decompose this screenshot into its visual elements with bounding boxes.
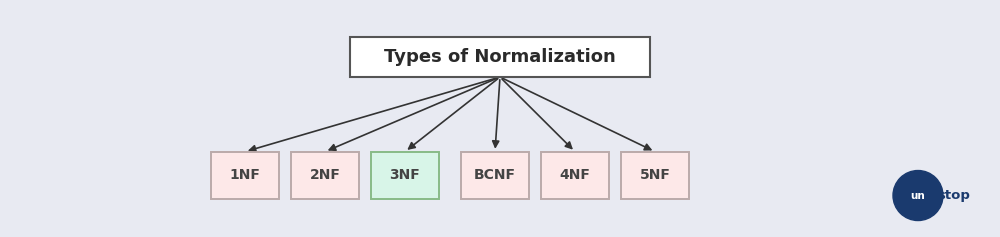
Text: un: un [911, 191, 925, 201]
Text: 3NF: 3NF [390, 168, 420, 182]
FancyBboxPatch shape [211, 152, 279, 199]
Text: 4NF: 4NF [560, 168, 590, 182]
FancyBboxPatch shape [291, 152, 359, 199]
FancyBboxPatch shape [621, 152, 689, 199]
Text: 5NF: 5NF [640, 168, 670, 182]
Text: stop: stop [938, 189, 970, 202]
FancyBboxPatch shape [541, 152, 609, 199]
FancyBboxPatch shape [461, 152, 529, 199]
Text: 1NF: 1NF [230, 168, 260, 182]
Ellipse shape [893, 171, 943, 220]
FancyBboxPatch shape [350, 37, 650, 77]
Text: BCNF: BCNF [474, 168, 516, 182]
Text: 2NF: 2NF [310, 168, 340, 182]
FancyBboxPatch shape [371, 152, 439, 199]
Text: Types of Normalization: Types of Normalization [384, 48, 616, 66]
